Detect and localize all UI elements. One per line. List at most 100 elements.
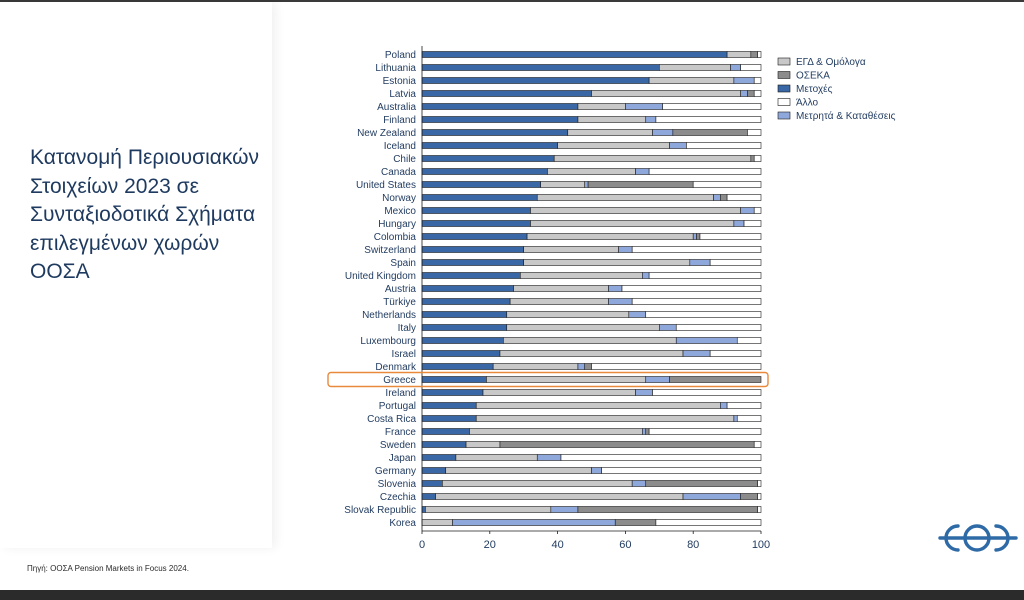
bar-segment-colombia-4 — [699, 233, 762, 240]
bar-segment-united-states-0 — [421, 181, 541, 188]
bar-segment-costa-rica-1 — [475, 415, 735, 422]
bar-segment-france-3 — [645, 428, 650, 435]
bar-segment-finland-2 — [645, 116, 657, 123]
bar-segment-portugal-1 — [475, 402, 721, 409]
bar-segment-chile-4 — [753, 155, 762, 162]
bar-segment-slovak-republic-0 — [421, 506, 426, 513]
bar-segment-france-0 — [421, 428, 470, 435]
category-label-new-zealand: New Zealand — [357, 128, 416, 139]
bar-segment-mexico-2 — [740, 207, 755, 214]
category-label-estonia: Estonia — [383, 76, 417, 87]
bar-segment-sweden-0 — [421, 441, 467, 448]
bar-segment-luxembourg-1 — [503, 337, 677, 344]
category-label-france: France — [385, 427, 417, 438]
category-label-israel: Israel — [392, 349, 416, 360]
bar-segment-netherlands-2 — [628, 311, 647, 318]
bar-segment-chile-3 — [750, 155, 755, 162]
bar-segment-canada-0 — [421, 168, 548, 175]
x-tick-label-20: 20 — [484, 539, 496, 551]
bar-segment-united-states-1 — [540, 181, 586, 188]
bar-segment-new-zealand-3 — [672, 129, 748, 136]
category-label-greece: Greece — [383, 375, 416, 386]
bar-segment-iceland-1 — [557, 142, 670, 149]
bar-segment-japan-1 — [455, 454, 538, 461]
bar-segment-czechia-1 — [435, 493, 684, 500]
bar-segment-germany-0 — [421, 467, 447, 474]
legend-swatch-3 — [777, 98, 791, 106]
bar-segment-germany-1 — [445, 467, 592, 474]
bar-segment-norway-1 — [536, 194, 714, 201]
category-label-latvia: Latvia — [389, 89, 416, 100]
category-label-colombia: Colombia — [374, 232, 417, 243]
x-tick-label-40: 40 — [551, 539, 563, 551]
bar-segment-israel-1 — [499, 350, 684, 357]
category-label-slovak-republic: Slovak Republic — [344, 505, 416, 516]
top-border-line — [0, 0, 1024, 2]
bar-segment-germany-4 — [601, 467, 762, 474]
bar-segment-spain-2 — [689, 259, 711, 266]
bar-segment-hungary-0 — [421, 220, 531, 227]
legend-swatch-1 — [777, 71, 791, 79]
bar-segment-israel-4 — [709, 350, 762, 357]
bar-segment-netherlands-1 — [506, 311, 630, 318]
bar-segment-czechia-4 — [757, 493, 762, 500]
bar-segment-italy-0 — [421, 324, 508, 331]
category-label-iceland: Iceland — [384, 141, 416, 152]
category-label-spain: Spain — [390, 258, 416, 269]
stacked-bar-chart: Poland Lithuania Estonia Latvia Australia Fin… — [327, 46, 896, 551]
bar-segment-luxembourg-0 — [421, 337, 504, 344]
bar-segment-t-rkiye-1 — [509, 298, 609, 305]
category-label-italy: Italy — [398, 323, 416, 334]
bar-segment-sweden-4 — [753, 441, 762, 448]
bar-segment-france-2 — [642, 428, 647, 435]
bar-segment-japan-2 — [536, 454, 562, 461]
bar-segment-czechia-3 — [740, 493, 758, 500]
bar-segment-slovenia-2 — [631, 480, 647, 487]
bar-segment-switzerland-2 — [618, 246, 633, 253]
bar-segment-united-kingdom-4 — [648, 272, 762, 279]
category-label-canada: Canada — [381, 167, 416, 178]
bar-segment-denmark-4 — [591, 363, 762, 370]
bar-segment-portugal-0 — [421, 402, 477, 409]
category-label-korea: Korea — [389, 518, 416, 529]
category-label-t-rkiye: Türkiye — [383, 297, 416, 308]
legend-label-0: ΕΓΔ & Ομόλογα — [796, 56, 866, 68]
bar-segment-austria-0 — [421, 285, 514, 292]
bar-segment-korea-1 — [421, 519, 453, 526]
bar-segment-t-rkiye-4 — [631, 298, 762, 305]
bar-segment-t-rkiye-0 — [421, 298, 511, 305]
bar-segment-norway-3 — [720, 194, 728, 201]
title-panel: Κατανομή Περιουσιακών Στοιχείων 2023 σε … — [0, 2, 272, 573]
category-label-finland: Finland — [383, 115, 416, 126]
bar-segment-united-kingdom-0 — [421, 272, 521, 279]
bar-segment-estonia-2 — [733, 77, 755, 84]
category-label-denmark: Denmark — [375, 362, 417, 373]
bar-segment-sweden-1 — [465, 441, 501, 448]
category-label-chile: Chile — [393, 154, 416, 165]
bar-segment-germany-2 — [591, 467, 602, 474]
x-tick-label-0: 0 — [419, 539, 425, 551]
bar-segment-canada-2 — [635, 168, 650, 175]
category-label-poland: Poland — [385, 50, 416, 61]
bar-segment-japan-0 — [421, 454, 457, 461]
bar-segment-costa-rica-4 — [736, 415, 762, 422]
legend-label-2: Μετοχές — [796, 83, 833, 95]
bar-segment-canada-4 — [648, 168, 762, 175]
bar-segment-iceland-2 — [669, 142, 687, 149]
bar-segment-costa-rica-0 — [421, 415, 477, 422]
bar-segment-mexico-4 — [753, 207, 762, 214]
bar-segment-ireland-4 — [652, 389, 762, 396]
bar-segment-slovenia-4 — [757, 480, 762, 487]
highlight-greece-box — [327, 371, 769, 388]
bar-segment-spain-4 — [709, 259, 762, 266]
bar-segment-colombia-3 — [696, 233, 701, 240]
category-label-portugal: Portugal — [379, 401, 416, 412]
bar-segment-poland-4 — [757, 51, 762, 58]
bar-segment-lithuania-4 — [740, 64, 762, 71]
bar-segment-korea-2 — [452, 519, 616, 526]
bar-segment-australia-0 — [421, 103, 579, 110]
bar-segment-czechia-0 — [421, 493, 436, 500]
bar-segment-italy-1 — [506, 324, 660, 331]
bar-segment-finland-4 — [655, 116, 762, 123]
bar-segment-united-kingdom-1 — [520, 272, 643, 279]
